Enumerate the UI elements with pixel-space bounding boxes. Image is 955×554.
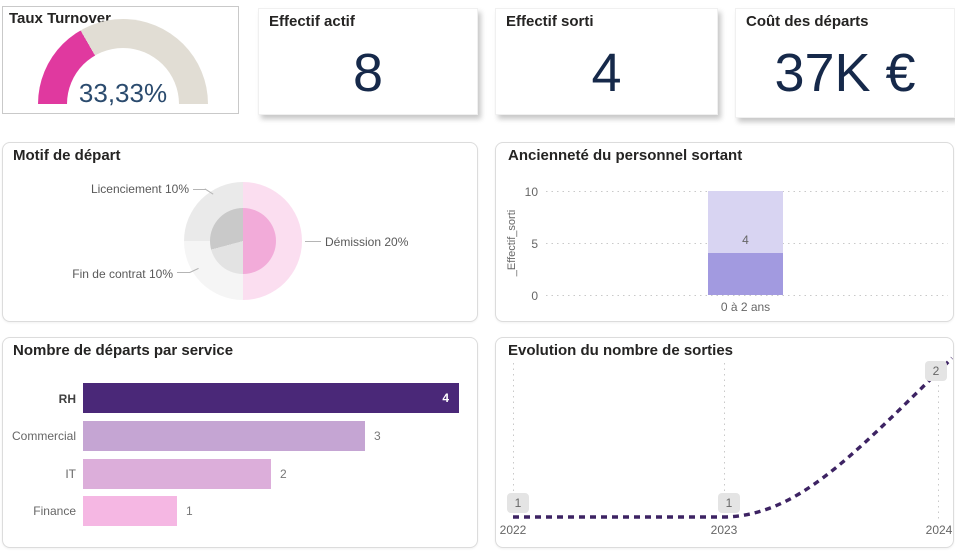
pie-label-fin-de-contrat: Fin de contrat 10% xyxy=(72,267,173,281)
card-effectif-actif: Effectif actif 8 xyxy=(258,8,478,115)
x-tick-2024: 2024 xyxy=(925,523,953,537)
gridline-0 xyxy=(546,295,948,296)
card-taux-turnover: Taux Turnover 33,33% xyxy=(2,6,239,114)
data-label-2023[interactable]: 1 xyxy=(718,493,740,513)
leader-line-licenciement xyxy=(193,189,206,190)
anciennete-bar-highlight[interactable] xyxy=(708,191,783,295)
service-label-it: IT xyxy=(65,467,76,481)
service-bar-finance[interactable] xyxy=(83,496,177,526)
service-bar-commercial[interactable] xyxy=(83,421,365,451)
service-value-commercial: 3 xyxy=(374,429,381,443)
card-cout-departs: Coût des départs 37K € xyxy=(735,8,955,118)
kpi-title-cout-departs: Coût des départs xyxy=(746,13,869,30)
pie-label-licenciement: Licenciement 10% xyxy=(90,182,189,196)
gauge-value: 33,33% xyxy=(78,78,168,108)
leader-line-fin-de-contrat xyxy=(177,272,190,273)
leader-line-demission xyxy=(305,241,321,242)
anciennete-bar-value: 4 xyxy=(742,233,749,247)
kpi-value-effectif-sorti: 4 xyxy=(591,43,622,103)
gridline-2022 xyxy=(513,363,514,521)
service-label-rh: RH xyxy=(58,392,76,406)
card-anciennete: Ancienneté du personnel sortant _Effecti… xyxy=(495,142,954,322)
kpi-value-cout-departs: 37K € xyxy=(774,43,916,103)
service-value-it: 2 xyxy=(280,467,287,481)
card-effectif-sorti: Effectif sorti 4 xyxy=(495,8,718,115)
data-label-2022[interactable]: 1 xyxy=(507,493,529,513)
evolution-line-chart xyxy=(513,356,953,519)
kpi-value-effectif-actif: 8 xyxy=(352,43,384,103)
y-tick-0: 0 xyxy=(531,289,538,303)
card-departs-par-service: Nombre de départs par service RH Commerc… xyxy=(2,337,478,548)
service-value-finance: 1 xyxy=(186,504,193,518)
service-label-finance: Finance xyxy=(33,504,76,518)
gauge-title: Taux Turnover xyxy=(9,10,111,27)
evolution-title: Evolution du nombre de sorties xyxy=(508,342,734,359)
y-tick-10: 10 xyxy=(524,185,538,199)
gridline-2024 xyxy=(938,363,939,521)
service-label-commercial: Commercial xyxy=(11,429,76,443)
card-evolution-sorties: Evolution du nombre de sorties 1 1 2 202… xyxy=(495,337,954,548)
card-motif-depart: Motif de départ Licenciement 10% Fin de … xyxy=(2,142,478,322)
kpi-title-effectif-actif: Effectif actif xyxy=(269,13,355,30)
gridline-2023 xyxy=(724,363,725,521)
y-tick-5: 5 xyxy=(531,237,538,251)
pie-title: Motif de départ xyxy=(13,147,121,164)
anciennete-title: Ancienneté du personnel sortant xyxy=(508,147,743,164)
x-tick-2023: 2023 xyxy=(710,523,738,537)
service-bar-it[interactable] xyxy=(83,459,271,489)
kpi-title-effectif-sorti: Effectif sorti xyxy=(506,13,594,30)
services-title: Nombre de départs par service xyxy=(13,342,234,359)
x-tick-2022: 2022 xyxy=(499,523,527,537)
anciennete-category-label: 0 à 2 ans xyxy=(720,300,771,314)
anciennete-bar[interactable] xyxy=(708,253,783,295)
evolution-line[interactable] xyxy=(513,356,953,519)
service-bar-rh-value: 4 xyxy=(442,391,449,405)
service-bar-rh[interactable]: 4 xyxy=(83,383,459,413)
data-label-2024[interactable]: 2 xyxy=(925,361,947,381)
pie-chart-inner[interactable] xyxy=(210,208,276,274)
pie-label-demission: Démission 20% xyxy=(325,235,409,249)
